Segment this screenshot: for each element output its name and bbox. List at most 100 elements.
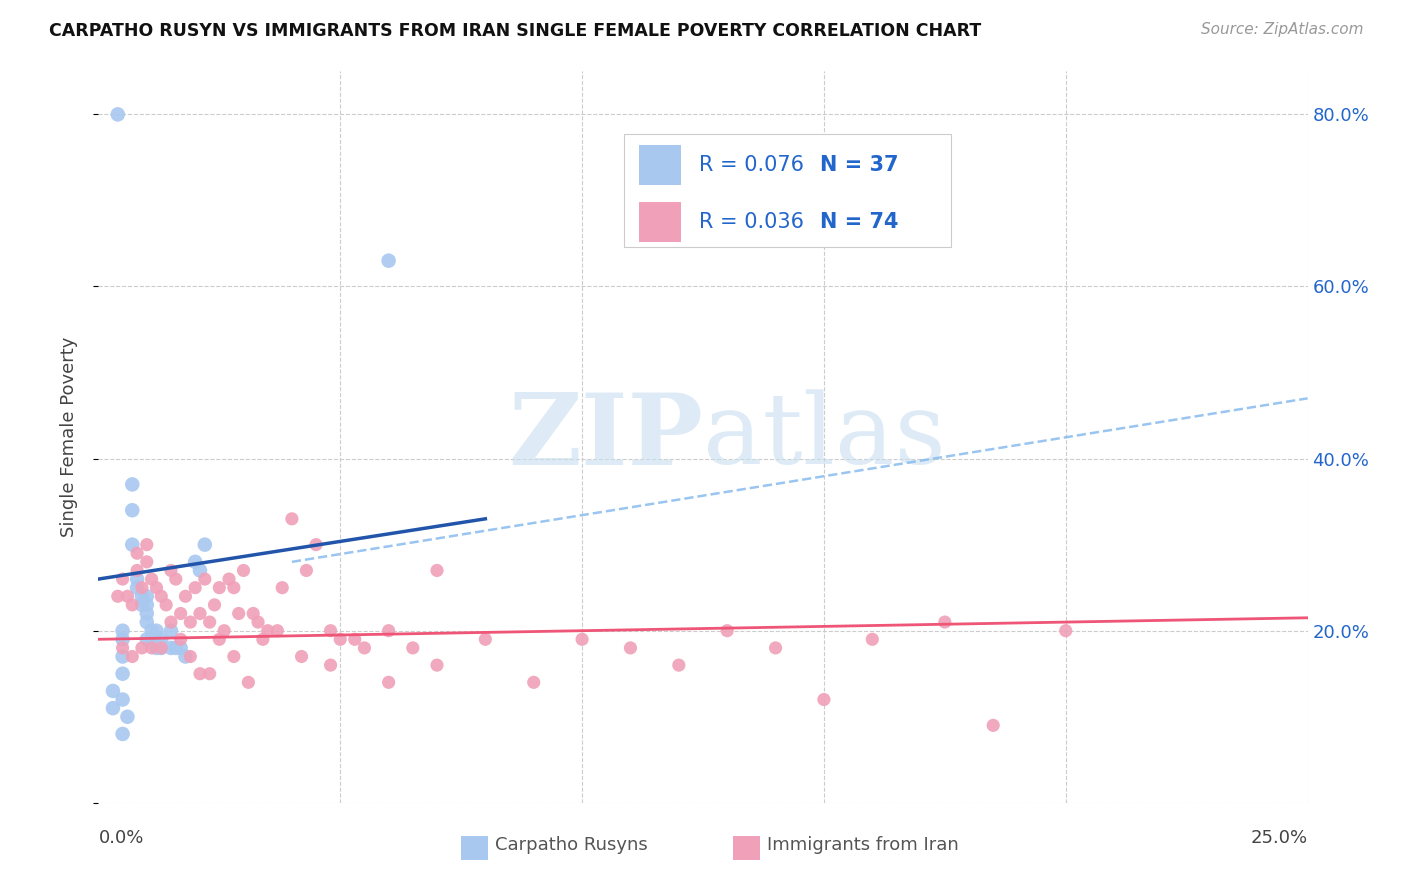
Point bbox=[208, 632, 231, 647]
Point bbox=[218, 572, 240, 586]
Text: 25.0%: 25.0% bbox=[1250, 829, 1308, 847]
Point bbox=[165, 572, 187, 586]
Point bbox=[765, 640, 787, 655]
Point bbox=[188, 564, 211, 578]
Point bbox=[184, 555, 207, 569]
Point bbox=[228, 607, 250, 621]
Point bbox=[242, 607, 264, 621]
Point bbox=[208, 581, 231, 595]
Point bbox=[135, 615, 157, 629]
Point bbox=[111, 692, 134, 706]
Point bbox=[117, 589, 139, 603]
Point bbox=[329, 632, 352, 647]
Point bbox=[619, 640, 641, 655]
Point bbox=[188, 607, 211, 621]
Text: ZIP: ZIP bbox=[508, 389, 703, 485]
Point bbox=[426, 564, 449, 578]
Point bbox=[716, 624, 738, 638]
Point bbox=[247, 615, 270, 629]
Point bbox=[121, 477, 143, 491]
Point bbox=[184, 581, 207, 595]
Point bbox=[204, 598, 226, 612]
FancyBboxPatch shape bbox=[624, 134, 950, 247]
Point bbox=[127, 581, 149, 595]
Point bbox=[281, 512, 304, 526]
Point bbox=[256, 624, 278, 638]
Point bbox=[135, 598, 157, 612]
Text: 0.0%: 0.0% bbox=[98, 829, 143, 847]
Point bbox=[174, 649, 197, 664]
Point bbox=[474, 632, 496, 647]
Text: R = 0.076: R = 0.076 bbox=[699, 155, 804, 175]
Point bbox=[290, 649, 312, 664]
Point bbox=[111, 727, 134, 741]
Point bbox=[319, 658, 342, 673]
Point bbox=[131, 589, 153, 603]
Point bbox=[165, 640, 187, 655]
Point bbox=[426, 658, 449, 673]
Point bbox=[121, 649, 143, 664]
Point bbox=[305, 538, 328, 552]
Point bbox=[150, 640, 173, 655]
Point bbox=[523, 675, 546, 690]
Point bbox=[377, 624, 399, 638]
Point bbox=[238, 675, 260, 690]
Point bbox=[343, 632, 366, 647]
Point bbox=[107, 589, 129, 603]
Point bbox=[402, 640, 425, 655]
Point bbox=[934, 615, 956, 629]
Point bbox=[111, 640, 134, 655]
Point bbox=[169, 640, 191, 655]
Point bbox=[150, 632, 173, 647]
Point bbox=[141, 640, 163, 655]
Point bbox=[131, 581, 153, 595]
Point bbox=[121, 598, 143, 612]
Point bbox=[198, 615, 221, 629]
Text: N = 37: N = 37 bbox=[820, 155, 898, 175]
Point bbox=[160, 564, 183, 578]
Point bbox=[101, 684, 124, 698]
Point bbox=[111, 632, 134, 647]
Point bbox=[295, 564, 318, 578]
Point bbox=[111, 572, 134, 586]
Point bbox=[150, 589, 173, 603]
Text: N = 74: N = 74 bbox=[820, 212, 898, 232]
Point bbox=[194, 538, 217, 552]
Y-axis label: Single Female Poverty: Single Female Poverty bbox=[59, 337, 77, 537]
Point bbox=[813, 692, 835, 706]
Text: Source: ZipAtlas.com: Source: ZipAtlas.com bbox=[1201, 22, 1364, 37]
Point bbox=[141, 632, 163, 647]
Point bbox=[135, 538, 157, 552]
Point bbox=[141, 624, 163, 638]
Point bbox=[121, 538, 143, 552]
Point bbox=[121, 503, 143, 517]
Text: R = 0.036: R = 0.036 bbox=[699, 212, 804, 232]
Point bbox=[135, 632, 157, 647]
Point bbox=[179, 615, 201, 629]
Point bbox=[194, 572, 217, 586]
Point bbox=[353, 640, 375, 655]
Point bbox=[127, 572, 149, 586]
Point bbox=[319, 624, 342, 638]
Point bbox=[160, 615, 183, 629]
Point bbox=[169, 607, 191, 621]
FancyBboxPatch shape bbox=[734, 837, 759, 860]
FancyBboxPatch shape bbox=[638, 202, 682, 242]
Point bbox=[135, 607, 157, 621]
Point bbox=[160, 624, 183, 638]
Point bbox=[141, 572, 163, 586]
Point bbox=[377, 253, 399, 268]
Point bbox=[222, 649, 245, 664]
Point bbox=[111, 624, 134, 638]
Point bbox=[160, 640, 183, 655]
Point bbox=[101, 701, 124, 715]
Point bbox=[145, 581, 167, 595]
Point bbox=[117, 710, 139, 724]
Point bbox=[188, 666, 211, 681]
Point bbox=[111, 666, 134, 681]
Point bbox=[1054, 624, 1077, 638]
Point bbox=[131, 640, 153, 655]
Point bbox=[150, 640, 173, 655]
Point bbox=[145, 640, 167, 655]
Point bbox=[377, 675, 399, 690]
